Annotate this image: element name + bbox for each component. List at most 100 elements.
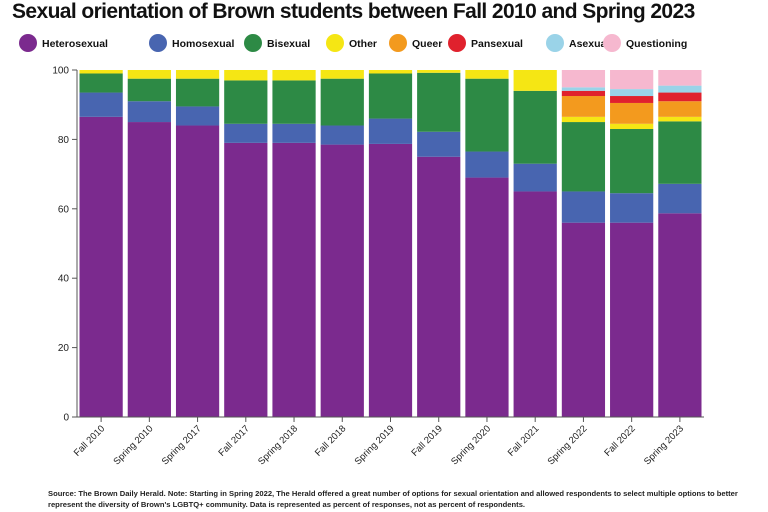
bar-segment-bisexual-fall-2022 [610, 128, 654, 194]
bar-segment-asexual-spring-2022 [561, 87, 606, 91]
bar-segment-homosexual-fall-2010 [79, 92, 123, 117]
x-tick-label-fall-2019: Fall 2019 [409, 423, 444, 458]
legend-swatch-queer [389, 34, 407, 52]
bar-segment-bisexual-spring-2010 [127, 78, 171, 102]
bars [79, 70, 702, 418]
bar-segment-homosexual-spring-2018 [272, 123, 316, 143]
bar-segment-heterosexual-fall-2019 [417, 156, 461, 417]
source-note: Source: The Brown Daily Herald. Note: St… [48, 489, 738, 509]
bar-segment-heterosexual-spring-2010 [127, 122, 171, 418]
x-tick-label-fall-2010: Fall 2010 [72, 423, 107, 458]
bar-segment-other-fall-2018 [320, 70, 364, 79]
legend-swatch-heterosexual [19, 34, 37, 52]
legend-label-pansexual: Pansexual [471, 38, 523, 50]
x-tick-label-spring-2020: Spring 2020 [449, 423, 493, 467]
bar-segment-bisexual-fall-2021 [513, 90, 557, 164]
y-tick-label: 0 [63, 413, 69, 424]
bar-segment-homosexual-spring-2022 [561, 191, 606, 223]
bar-segment-asexual-spring-2023 [658, 85, 702, 93]
chart-title: Sexual orientation of Brown students bet… [12, 0, 695, 23]
x-tick-label-fall-2018: Fall 2018 [313, 423, 348, 458]
bar-segment-bisexual-fall-2017 [224, 80, 268, 124]
bar-segment-bisexual-spring-2018 [272, 80, 316, 124]
legend-label-bisexual: Bisexual [267, 38, 310, 50]
bar-segment-bisexual-fall-2010 [79, 73, 123, 93]
bar-segment-homosexual-fall-2022 [610, 193, 654, 223]
bar-segment-homosexual-fall-2021 [513, 163, 557, 192]
legend-swatch-questioning [603, 34, 621, 52]
x-tick-label-spring-2022: Spring 2022 [546, 423, 590, 467]
bar-segment-homosexual-fall-2018 [320, 125, 364, 145]
x-tick-label-spring-2017: Spring 2017 [160, 423, 204, 467]
bar-segment-pansexual-spring-2022 [561, 90, 606, 97]
y-tick-label: 20 [58, 343, 70, 354]
bar-segment-heterosexual-fall-2018 [320, 144, 364, 418]
y-tick-label: 60 [58, 204, 70, 215]
bar-segment-queer-fall-2022 [610, 102, 654, 124]
legend-label-heterosexual: Heterosexual [42, 38, 108, 50]
legend-label-other: Other [349, 38, 377, 50]
x-tick-label-spring-2018: Spring 2018 [256, 423, 300, 467]
bar-segment-asexual-fall-2022 [610, 89, 654, 97]
legend: Heterosexual Homosexual Bisexual Other Queer… [19, 34, 687, 52]
x-tick-label-spring-2019: Spring 2019 [353, 423, 397, 467]
bar-segment-homosexual-fall-2017 [224, 123, 268, 143]
bar-segment-pansexual-spring-2023 [658, 92, 702, 102]
bar-segment-heterosexual-spring-2023 [658, 213, 702, 417]
bar-segment-questioning-spring-2023 [658, 70, 702, 86]
bar-segment-other-fall-2017 [224, 70, 268, 81]
bar-segment-homosexual-spring-2010 [127, 101, 171, 123]
bar-segment-heterosexual-fall-2017 [224, 142, 268, 417]
bar-segment-homosexual-spring-2023 [658, 183, 702, 214]
bar-segment-homosexual-spring-2019 [368, 118, 413, 144]
legend-label-asexual: Asexual [569, 38, 609, 50]
bar-segment-questioning-fall-2022 [610, 70, 654, 90]
bar-segment-heterosexual-spring-2019 [368, 143, 413, 417]
bar-segment-homosexual-spring-2017 [175, 106, 220, 126]
bar-segment-bisexual-spring-2020 [465, 78, 509, 152]
bar-segment-bisexual-spring-2019 [368, 73, 413, 119]
bar-segment-other-spring-2018 [272, 70, 316, 81]
bar-segment-bisexual-spring-2023 [658, 121, 702, 184]
bar-segment-other-spring-2020 [465, 70, 509, 79]
y-tick-label: 40 [58, 274, 70, 285]
bar-segment-other-spring-2023 [658, 116, 702, 122]
legend-swatch-homosexual [149, 34, 167, 52]
legend-swatch-bisexual [244, 34, 262, 52]
bar-segment-queer-spring-2023 [658, 101, 702, 117]
bar-segment-homosexual-fall-2019 [417, 131, 461, 157]
bar-segment-pansexual-fall-2022 [610, 96, 654, 103]
bar-segment-heterosexual-fall-2010 [79, 116, 123, 417]
bar-segment-other-spring-2010 [127, 70, 171, 79]
legend-label-questioning: Questioning [626, 38, 687, 50]
bar-segment-questioning-spring-2022 [561, 70, 606, 88]
bar-segment-heterosexual-fall-2022 [610, 222, 654, 417]
y-tick-label: 100 [52, 66, 69, 77]
bar-segment-heterosexual-spring-2020 [465, 177, 509, 417]
bar-segment-bisexual-fall-2019 [417, 72, 461, 132]
x-tick-label-spring-2023: Spring 2023 [642, 423, 686, 467]
bar-segment-other-spring-2019 [368, 70, 413, 74]
bar-segment-heterosexual-fall-2021 [513, 191, 557, 417]
bar-segment-heterosexual-spring-2022 [561, 222, 606, 417]
bar-segment-heterosexual-spring-2018 [272, 142, 316, 417]
bar-segment-other-fall-2010 [79, 70, 123, 74]
legend-swatch-asexual [546, 34, 564, 52]
bar-segment-other-fall-2022 [610, 123, 654, 129]
bar-segment-homosexual-spring-2020 [465, 151, 509, 178]
bar-segment-other-fall-2019 [417, 70, 461, 73]
legend-label-queer: Queer [412, 38, 442, 50]
x-tick-label-fall-2022: Fall 2022 [602, 423, 637, 458]
x-tick-label-spring-2010: Spring 2010 [111, 423, 155, 467]
bar-segment-bisexual-spring-2017 [175, 78, 220, 107]
x-tick-label-fall-2017: Fall 2017 [217, 423, 252, 458]
bar-segment-other-fall-2021 [513, 70, 557, 91]
bar-segment-bisexual-spring-2022 [561, 122, 606, 192]
legend-swatch-pansexual [448, 34, 466, 52]
y-tick-label: 80 [58, 135, 70, 146]
legend-swatch-other [326, 34, 344, 52]
bar-segment-other-spring-2017 [175, 70, 220, 79]
bar-segment-heterosexual-spring-2017 [175, 125, 220, 418]
x-tick-label-fall-2021: Fall 2021 [506, 423, 541, 458]
